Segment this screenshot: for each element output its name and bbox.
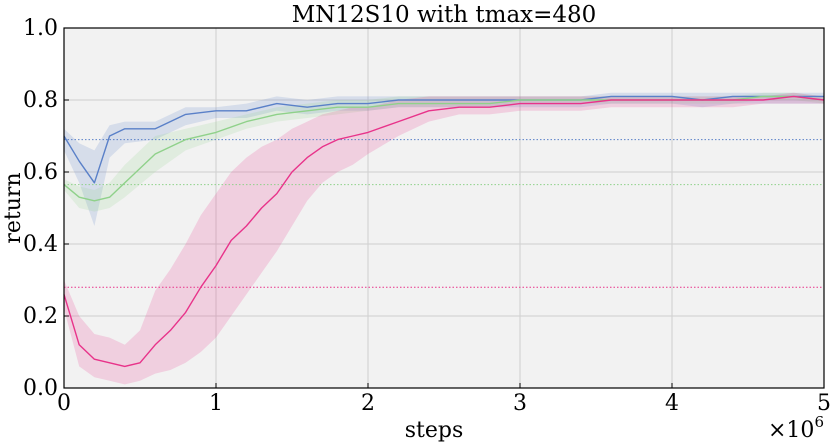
y-tick-label: 0.8: [23, 88, 58, 113]
plot-frame: [63, 27, 825, 389]
y-tick-labels: 0.0 0.2 0.4 0.6 0.8 1.0: [23, 16, 58, 401]
x-tick-label: 2: [361, 391, 375, 416]
chart-title: MN12S10 with tmax=480: [292, 2, 597, 28]
series-3-line: [63, 95, 825, 368]
x-axis-label: steps: [405, 418, 464, 442]
y-tick-label: 0.6: [23, 160, 58, 185]
series-1-line: [63, 95, 824, 184]
x-axis-multiplier: ×106: [768, 413, 824, 442]
x-axis-multiplier-base: ×10: [768, 418, 814, 442]
series-2-band: [64, 92, 824, 212]
y-axis-label: return: [1, 172, 26, 243]
series-lines: [63, 95, 825, 368]
x-tick-label: 1: [209, 391, 223, 416]
x-tick-label: 3: [513, 391, 527, 416]
x-tick-label: 4: [665, 391, 679, 416]
y-tick-label: 0.4: [23, 232, 58, 257]
confidence-bands: [64, 92, 824, 385]
y-tick-label: 0.2: [23, 304, 58, 329]
y-tick-label: 1.0: [23, 16, 58, 41]
x-axis-multiplier-exponent: 6: [814, 413, 824, 431]
y-tick-label: 0.0: [23, 376, 58, 401]
plot-area: [64, 28, 824, 388]
x-tick-label: 0: [57, 391, 71, 416]
baselines: [64, 139, 824, 288]
x-tick-labels: 0 1 2 3 4 5: [57, 391, 830, 416]
x-tick-label: 5: [817, 391, 830, 416]
series-3-band: [64, 92, 824, 385]
